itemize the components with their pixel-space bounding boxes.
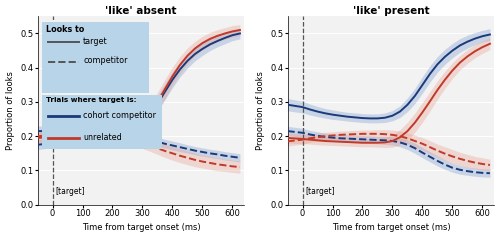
Text: Trials where target is:: Trials where target is: (46, 97, 136, 103)
X-axis label: Time from target onset (ms): Time from target onset (ms) (332, 223, 450, 233)
Title: 'like' present: 'like' present (352, 5, 430, 15)
X-axis label: Time from target onset (ms): Time from target onset (ms) (82, 223, 200, 233)
Text: competitor: competitor (83, 56, 128, 65)
Text: unrelated: unrelated (83, 133, 122, 142)
Text: cohort competitor: cohort competitor (83, 111, 156, 120)
Text: target: target (83, 37, 108, 46)
Y-axis label: Proportion of looks: Proportion of looks (256, 71, 264, 150)
FancyBboxPatch shape (42, 94, 162, 149)
Text: [target]: [target] (305, 187, 334, 196)
Y-axis label: Proportion of looks: Proportion of looks (6, 71, 15, 150)
Title: 'like' absent: 'like' absent (105, 5, 176, 15)
FancyBboxPatch shape (42, 22, 150, 93)
Text: Looks to: Looks to (46, 25, 84, 34)
Text: [target]: [target] (55, 187, 84, 196)
